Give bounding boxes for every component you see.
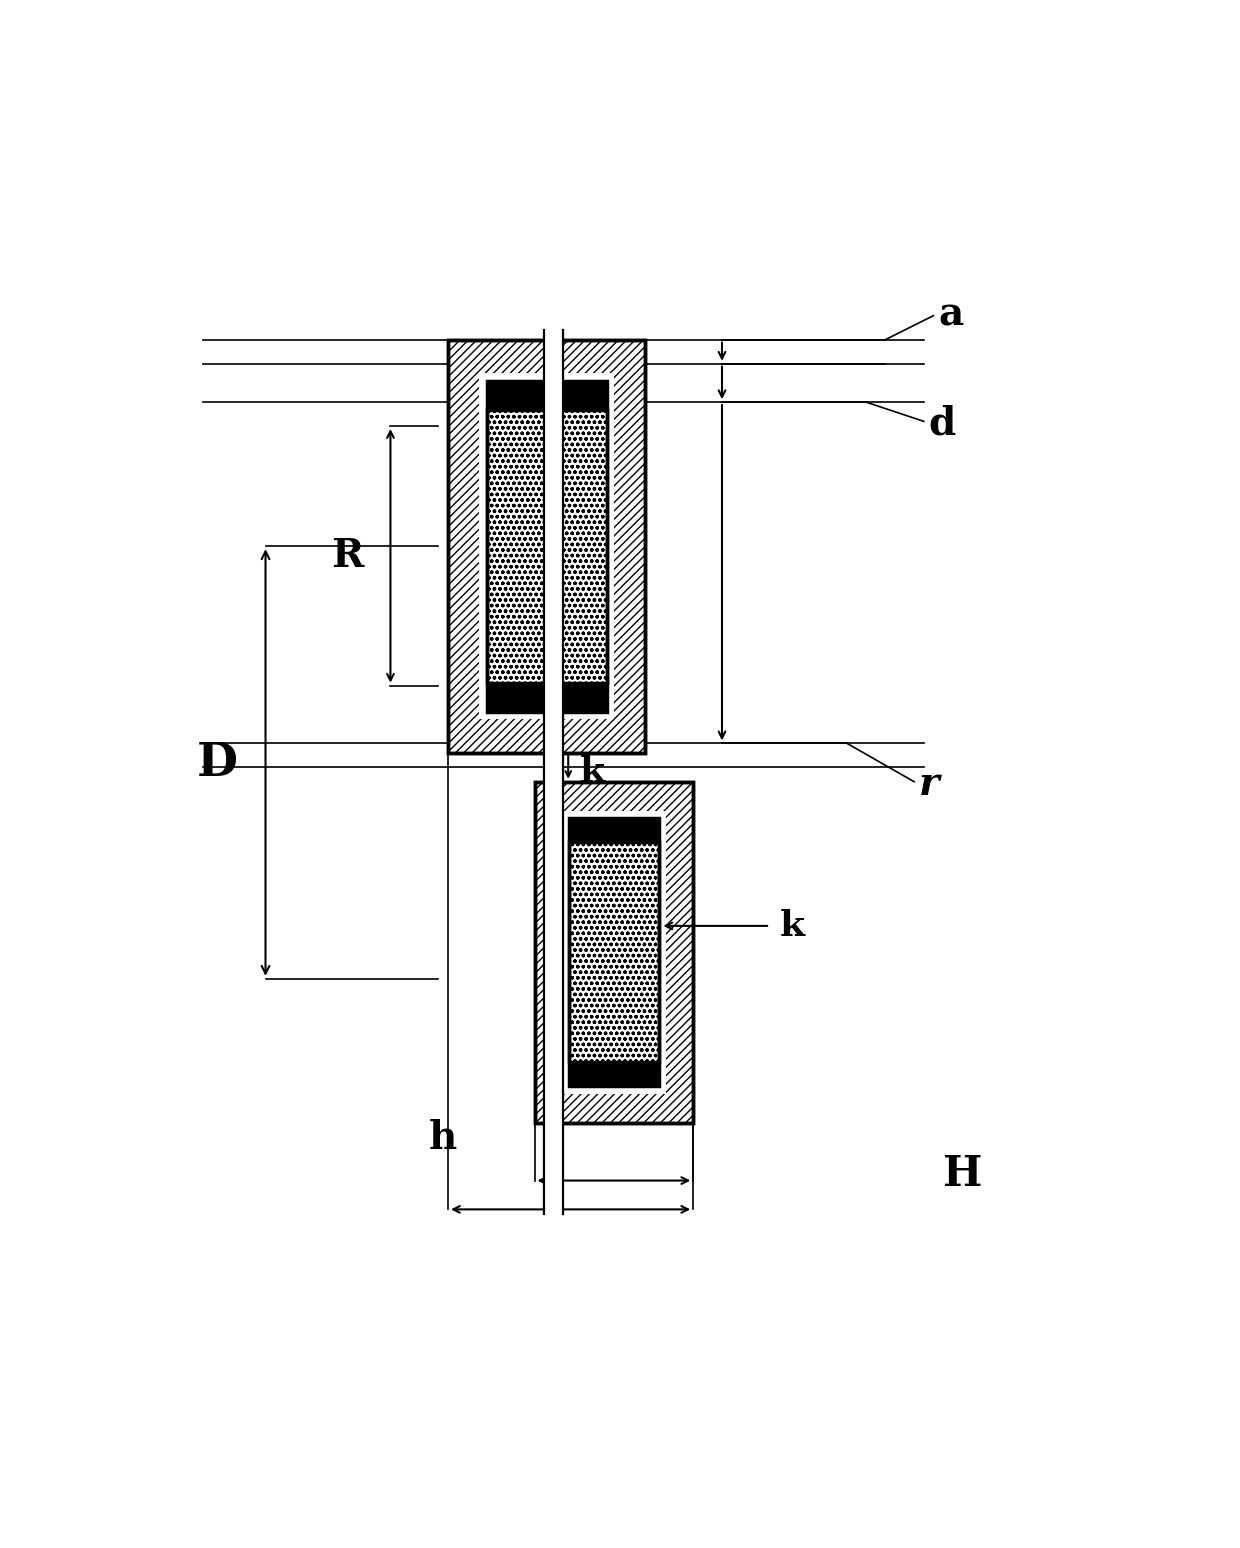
Bar: [544, 330, 563, 1214]
Bar: [479, 373, 614, 720]
Text: r: r: [919, 765, 940, 803]
Bar: [486, 410, 606, 683]
Text: k: k: [780, 909, 805, 943]
Text: h: h: [429, 1119, 458, 1156]
Bar: [448, 339, 645, 752]
Bar: [534, 782, 693, 1122]
Text: k: k: [580, 755, 605, 789]
Bar: [562, 811, 666, 1094]
Text: D: D: [197, 740, 238, 785]
Bar: [486, 683, 606, 712]
Bar: [486, 381, 606, 410]
Bar: [486, 381, 606, 712]
Bar: [569, 842, 658, 1062]
Bar: [569, 819, 658, 842]
Bar: [569, 819, 658, 1087]
Text: R: R: [331, 537, 363, 574]
Bar: [534, 782, 693, 1122]
Text: d: d: [929, 404, 956, 443]
Text: H: H: [942, 1153, 982, 1195]
Bar: [544, 330, 563, 1214]
Text: a: a: [939, 296, 963, 334]
Bar: [448, 339, 645, 752]
Bar: [569, 1062, 658, 1087]
